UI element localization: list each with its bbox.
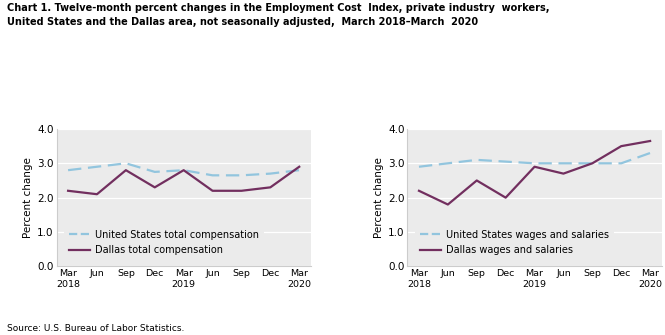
Dallas wages and salaries — [444, 202, 452, 206]
United States total compensation — [151, 170, 159, 174]
Y-axis label: Percent change: Percent change — [374, 157, 384, 238]
United States wages and salaries — [531, 161, 539, 165]
United States total compensation — [122, 161, 130, 165]
Dallas wages and salaries — [501, 196, 509, 200]
United States wages and salaries — [444, 161, 452, 165]
Line: United States wages and salaries: United States wages and salaries — [419, 153, 650, 167]
Dallas wages and salaries — [646, 139, 654, 143]
Legend: United States total compensation, Dallas total compensation: United States total compensation, Dallas… — [64, 225, 264, 260]
United States total compensation — [267, 172, 275, 176]
United States wages and salaries — [559, 161, 567, 165]
Dallas wages and salaries — [531, 165, 539, 169]
Y-axis label: Percent change: Percent change — [23, 157, 33, 238]
United States wages and salaries — [646, 151, 654, 155]
Text: Chart 1. Twelve-month percent changes in the Employment Cost  Index, private ind: Chart 1. Twelve-month percent changes in… — [7, 3, 549, 27]
Dallas total compensation — [122, 168, 130, 172]
Dallas wages and salaries — [559, 172, 567, 176]
Dallas wages and salaries — [617, 144, 625, 148]
Dallas total compensation — [295, 165, 303, 169]
Line: United States total compensation: United States total compensation — [68, 163, 299, 175]
Line: Dallas total compensation: Dallas total compensation — [68, 167, 299, 194]
Legend: United States wages and salaries, Dallas wages and salaries: United States wages and salaries, Dallas… — [415, 225, 614, 260]
Dallas total compensation — [180, 168, 188, 172]
Dallas total compensation — [151, 185, 159, 189]
Dallas wages and salaries — [589, 161, 597, 165]
Dallas total compensation — [237, 189, 245, 193]
Dallas total compensation — [209, 189, 217, 193]
Dallas total compensation — [267, 185, 275, 189]
Dallas total compensation — [93, 192, 101, 196]
Text: Source: U.S. Bureau of Labor Statistics.: Source: U.S. Bureau of Labor Statistics. — [7, 324, 184, 333]
United States wages and salaries — [589, 161, 597, 165]
United States total compensation — [180, 168, 188, 172]
United States wages and salaries — [473, 158, 481, 162]
United States wages and salaries — [501, 159, 509, 163]
Dallas total compensation — [64, 189, 72, 193]
United States total compensation — [64, 168, 72, 172]
Dallas wages and salaries — [473, 179, 481, 183]
United States wages and salaries — [415, 165, 423, 169]
Line: Dallas wages and salaries: Dallas wages and salaries — [419, 141, 650, 204]
United States wages and salaries — [617, 161, 625, 165]
Dallas wages and salaries — [415, 189, 423, 193]
United States total compensation — [209, 173, 217, 177]
United States total compensation — [295, 168, 303, 172]
United States total compensation — [93, 165, 101, 169]
United States total compensation — [237, 173, 245, 177]
